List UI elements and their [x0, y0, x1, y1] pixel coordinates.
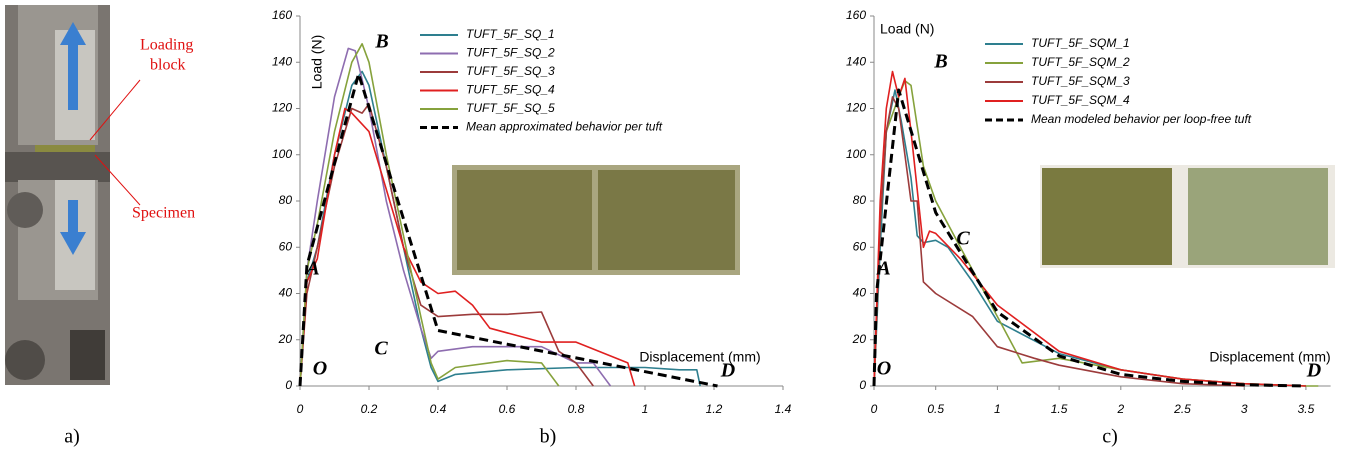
legend-label: Mean modeled behavior per loop-free tuft — [1031, 112, 1252, 126]
x-tick-label: 3 — [1241, 402, 1248, 416]
point-annotation: B — [933, 51, 947, 73]
x-tick-label: 0.4 — [430, 402, 447, 416]
y-tick-label: 100 — [846, 147, 866, 161]
y-tick-label: 60 — [279, 239, 293, 253]
legend-label: TUFT_5F_SQ_4 — [466, 83, 555, 97]
x-tick-label: 1.5 — [1051, 402, 1068, 416]
inset-photo — [1040, 165, 1335, 268]
x-tick-label: 2.5 — [1173, 402, 1191, 416]
legend-label: Mean approximated behavior per tuft — [466, 120, 663, 134]
y-tick-label: 20 — [852, 332, 867, 346]
point-annotation: A — [304, 258, 319, 280]
point-annotation: D — [720, 360, 735, 382]
x-tick-label: 0.8 — [568, 402, 585, 416]
y-tick-label: 0 — [285, 378, 292, 392]
x-tick-label: 0 — [871, 402, 878, 416]
x-tick-label: 0.6 — [499, 402, 516, 416]
y-tick-label: 120 — [272, 101, 292, 115]
point-annotation: O — [877, 358, 891, 380]
point-annotation: C — [374, 338, 388, 360]
legend-label: TUFT_5F_SQ_5 — [466, 101, 555, 115]
x-tick-label: 2 — [1116, 402, 1124, 416]
x-axis-title: Displacement (mm) — [639, 349, 760, 365]
specimen-label: Specimen — [132, 205, 195, 222]
y-tick-label: 80 — [853, 193, 867, 207]
x-tick-label: 1.4 — [775, 402, 792, 416]
loading-label: Loading — [140, 37, 193, 54]
x-tick-label: 1 — [642, 402, 649, 416]
y-tick-label: 120 — [846, 101, 866, 115]
y-axis-title: Load (N) — [309, 35, 325, 89]
point-annotation: C — [956, 228, 970, 250]
legend-label: TUFT_5F_SQM_4 — [1031, 93, 1130, 107]
figure: Loading block Specimen a) 02040608010012… — [0, 0, 1354, 453]
specimen-photo — [5, 5, 140, 385]
x-tick-label: 0.5 — [927, 402, 944, 416]
x-tick-label: 0.2 — [361, 402, 378, 416]
y-tick-label: 60 — [853, 239, 867, 253]
x-tick-label: 1 — [994, 402, 1001, 416]
caption: a) — [64, 426, 80, 448]
legend-label: TUFT_5F_SQ_2 — [466, 46, 555, 60]
y-tick-label: 160 — [846, 8, 866, 22]
caption: b) — [540, 426, 557, 448]
y-tick-label: 80 — [279, 193, 293, 207]
legend-label: TUFT_5F_SQ_1 — [466, 27, 555, 41]
caption: c) — [1102, 426, 1118, 448]
legend-label: TUFT_5F_SQ_3 — [466, 64, 555, 78]
legend-label: TUFT_5F_SQM_2 — [1031, 55, 1130, 69]
y-axis-title: Load (N) — [880, 21, 934, 37]
legend-label: TUFT_5F_SQM_3 — [1031, 74, 1130, 88]
loading-label: block — [150, 57, 186, 74]
legend-label: TUFT_5F_SQM_1 — [1031, 36, 1130, 50]
y-tick-label: 40 — [853, 286, 867, 300]
y-tick-label: 140 — [272, 54, 292, 68]
y-tick-label: 20 — [278, 332, 293, 346]
inset-photo — [452, 165, 740, 275]
x-tick-label: 0 — [297, 402, 304, 416]
y-tick-label: 40 — [279, 286, 293, 300]
point-annotation: B — [374, 31, 388, 53]
x-tick-label: 1.2 — [706, 402, 723, 416]
x-tick-label: 3.5 — [1298, 402, 1315, 416]
y-tick-label: 160 — [272, 8, 292, 22]
point-annotation: O — [313, 358, 327, 380]
y-tick-label: 100 — [272, 147, 292, 161]
y-tick-label: 0 — [859, 378, 866, 392]
point-annotation: D — [1306, 360, 1321, 382]
point-annotation: A — [875, 258, 890, 280]
y-tick-label: 140 — [846, 54, 866, 68]
